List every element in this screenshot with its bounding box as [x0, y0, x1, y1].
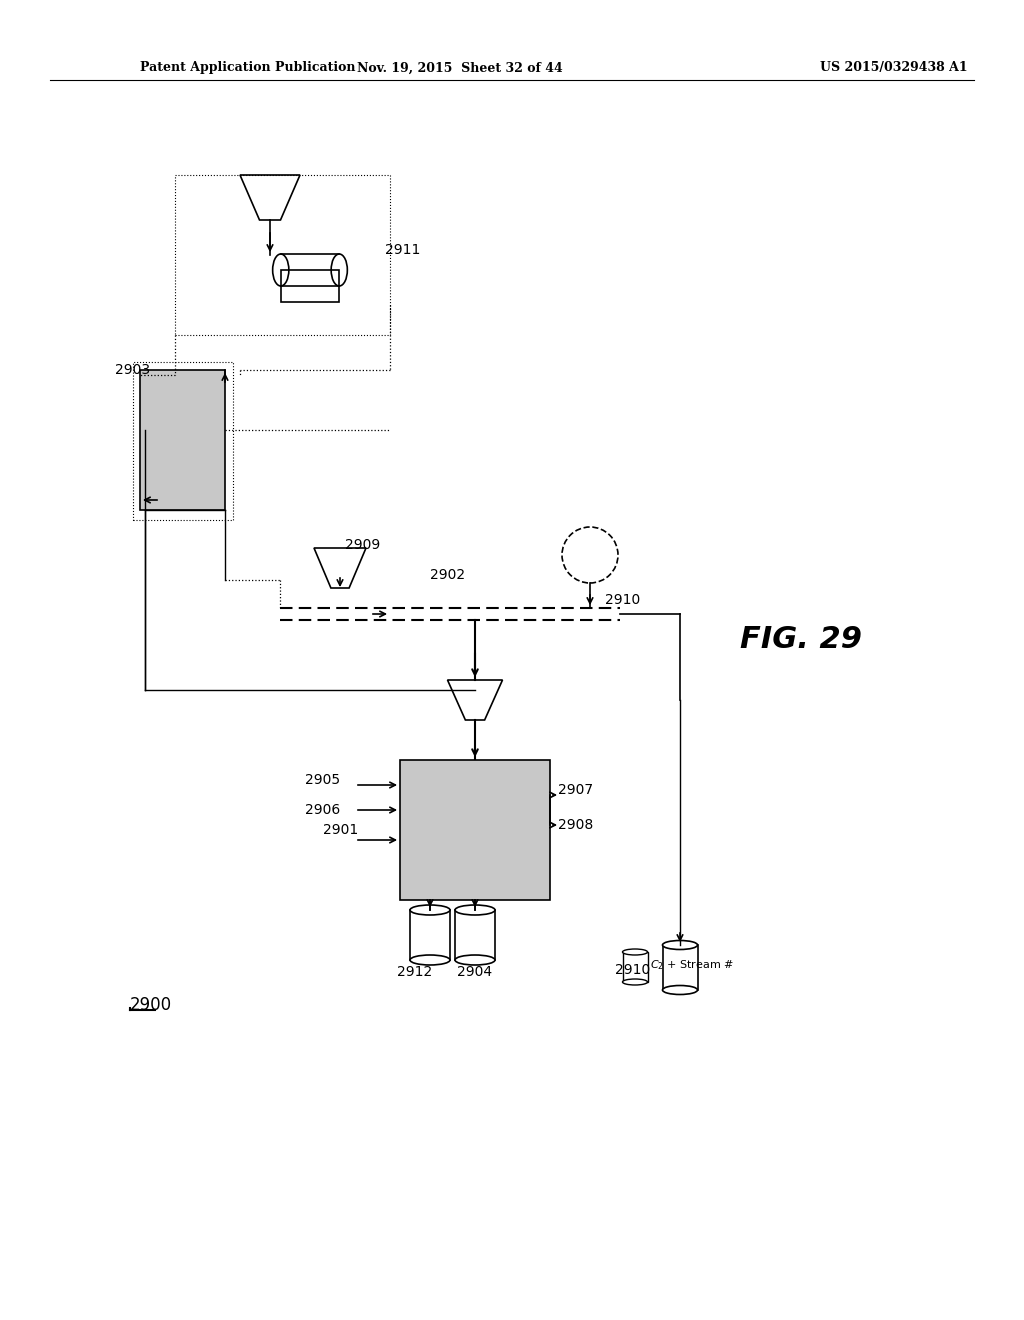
Text: 2909: 2909	[345, 539, 380, 552]
Bar	[175, 176, 390, 335]
Text: 2908: 2908	[558, 818, 593, 832]
Text: FIG. 29: FIG. 29	[740, 626, 862, 655]
Ellipse shape	[663, 986, 697, 994]
Text: US 2015/0329438 A1: US 2015/0329438 A1	[820, 62, 968, 74]
Ellipse shape	[623, 979, 647, 985]
Ellipse shape	[272, 253, 289, 286]
Ellipse shape	[410, 906, 450, 915]
Text: 2902: 2902	[430, 568, 465, 582]
Text: 2905: 2905	[305, 774, 340, 787]
Text: $C_2$ + Stream #: $C_2$ + Stream #	[650, 958, 734, 972]
Text: 2907: 2907	[558, 783, 593, 797]
Ellipse shape	[623, 949, 647, 954]
Text: 2906: 2906	[305, 803, 340, 817]
Ellipse shape	[410, 954, 450, 965]
Ellipse shape	[455, 954, 495, 965]
Text: Nov. 19, 2015  Sheet 32 of 44: Nov. 19, 2015 Sheet 32 of 44	[357, 62, 563, 74]
Bar	[281, 271, 339, 302]
Bar	[140, 370, 225, 510]
Bar	[400, 760, 550, 900]
Bar	[410, 909, 450, 960]
Ellipse shape	[331, 253, 347, 286]
Text: 2911: 2911	[385, 243, 421, 257]
Text: 2900: 2900	[130, 997, 172, 1014]
Bar	[455, 909, 495, 960]
Text: 2912: 2912	[397, 965, 432, 979]
Ellipse shape	[663, 940, 697, 949]
Text: 2910: 2910	[605, 593, 640, 607]
Text: 2901: 2901	[323, 822, 358, 837]
Text: Patent Application Publication: Patent Application Publication	[140, 62, 355, 74]
Text: 2903: 2903	[115, 363, 151, 378]
Text: 2904: 2904	[458, 965, 493, 979]
Bar	[663, 945, 697, 990]
Bar	[281, 271, 339, 302]
Ellipse shape	[455, 906, 495, 915]
Text: 2910: 2910	[614, 964, 650, 977]
Bar	[623, 952, 647, 982]
Bar	[133, 362, 233, 520]
